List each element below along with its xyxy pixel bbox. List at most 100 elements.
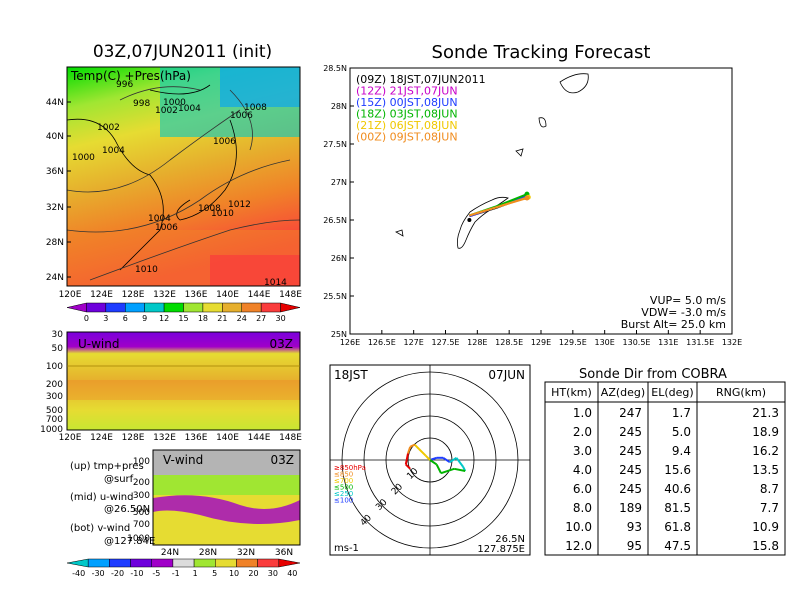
sonde-dir-cell: 245 (619, 425, 642, 439)
isobar-label: 996 (116, 80, 133, 90)
isobar-label-group: 996 998 1000 1002 1004 1002 1000 1004 10… (72, 80, 287, 288)
isobar-label: 1008 (198, 204, 221, 214)
tracking-legend-entry: (00Z) 09JST,08JUN (356, 131, 458, 144)
hodograph-legend-entry: ≤250 (334, 490, 353, 498)
wind-colorbar-label: 40 (287, 569, 297, 578)
tracking-lon-tick-label: 128E (467, 338, 487, 347)
isobar-label: 1004 (178, 104, 201, 114)
hodograph-segment (424, 454, 431, 461)
temp-colorbar-swatch (66, 302, 87, 313)
temp-colorbar-swatch (260, 302, 281, 313)
isobar-label: 1002 (97, 123, 120, 133)
tracking-lat-tick-group: 28.5N 28N 27.5N 27N 26.5N 26N 25.5N 25N (323, 64, 354, 339)
hot-region-southeast (210, 255, 300, 286)
hodograph-lat: 26.5N (495, 534, 525, 545)
wind-colorbar-label: -30 (92, 569, 105, 578)
sonde-dir-header: AZ(deg) (601, 386, 645, 399)
sonde-dir-cell: 15.6 (664, 463, 691, 477)
temp-lat-tick-label: 28N (46, 238, 64, 248)
sonde-dir-cell: 10.9 (752, 520, 779, 534)
sonde-dir-cell: 7.7 (760, 501, 779, 515)
u-wind-x-tick-label: 132E (153, 433, 176, 443)
isobars (66, 86, 301, 281)
amami-island-outline (395, 73, 589, 237)
hodograph-legend: ≥850hPa≤850≤700≤500≤250≤100 (334, 464, 366, 505)
u-wind-x-tick-label: 120E (59, 433, 82, 443)
sonde-dir-cell: 15.8 (752, 539, 779, 553)
u-wind-y-tick-label: 500 (46, 406, 63, 416)
isobar-label: 1008 (244, 103, 267, 113)
temp-lon-tick-label: 128E (122, 290, 145, 300)
isobar-label: 1006 (213, 137, 236, 147)
tracking-lat-tick-label: 27N (331, 178, 347, 187)
temp-lat-tick-label: 40N (46, 132, 64, 142)
note-up-line2: @surf (104, 474, 134, 485)
coastline-asia (66, 84, 237, 271)
sonde-dir-cell: 247 (619, 406, 642, 420)
u-wind-x-tick-group: 120E 124E 128E 132E 136E 140E 144E 148E (59, 433, 303, 443)
tracking-legend-entry: (12Z) 21JST,07JUN (356, 85, 458, 98)
v-wind-label: V-wind (163, 453, 203, 467)
temp-colorbar-label: 6 (123, 314, 128, 323)
sonde-dir-cell: 8.7 (760, 482, 779, 496)
wind-colorbar-swatch (66, 558, 89, 568)
temp-colorbar-label: 27 (256, 314, 266, 323)
tracking-lon-tick-label: 126E (340, 338, 360, 347)
sonde-dir-cell: 21.3 (752, 406, 779, 420)
launch-point (467, 218, 472, 222)
wind-colorbar-label: 10 (229, 569, 239, 578)
temp-lon-tick-group: 120E 124E 128E 132E 136E 140E 144E 148E (59, 290, 303, 300)
temp-colorbar-label: 30 (275, 314, 285, 323)
sonde-dir-cell: 3.0 (573, 444, 592, 458)
v-wind-x-tick-label: 32N (237, 548, 255, 558)
isobar-label: 998 (133, 99, 150, 109)
wind-colorbar-label: -5 (152, 569, 160, 578)
u-wind-x-tick-label: 124E (90, 433, 113, 443)
temp-colorbar-swatch (86, 302, 107, 313)
temp-colorbar-label: 18 (198, 314, 208, 323)
wind-colorbar-swatch (193, 558, 216, 568)
tracking-lat-tick-label: 28N (331, 102, 347, 111)
isobar-label: 1006 (230, 111, 253, 121)
v-wind-time: 03Z (271, 453, 295, 467)
v-wind-green-band (153, 475, 300, 495)
u-wind-label: U-wind (78, 337, 119, 351)
wind-colorbar-label: 5 (212, 569, 217, 578)
track-lines (467, 191, 531, 222)
temp-colorbar: 0 3 6 9 12 15 18 21 24 27 30 (66, 302, 301, 323)
hodograph-segment (455, 457, 464, 468)
wind-colorbar-swatch (130, 558, 152, 568)
hodograph-trace (404, 443, 467, 475)
sonde-dir-cell: 8.0 (573, 501, 592, 515)
param-vup: VUP= 5.0 m/s (650, 294, 726, 307)
tracking-legend-entry: (18Z) 03JST,08JUN (356, 108, 458, 121)
temp-lat-tick-label: 24N (46, 273, 64, 283)
sonde-dir-table: HT(km) AZ(deg) EL(deg) RNG(km) 1.0 247 1.7 21.3… (545, 382, 785, 555)
sonde-dir-cell: 245 (619, 444, 642, 458)
sonde-dir-header: HT(km) (551, 386, 592, 399)
isobar-label: 1012 (228, 200, 251, 210)
wind-colorbar-swatch (257, 558, 280, 568)
tracking-lon-tick-label: 131.5E (686, 338, 714, 347)
isobar-label: 1014 (264, 278, 287, 288)
wind-colorbar-label: 30 (268, 569, 278, 578)
tracking-lat-tick-label: 28.5N (323, 64, 347, 73)
v-wind-x-tick-label: 24N (161, 548, 179, 558)
tracking-lon-tick-label: 127.5E (432, 338, 460, 347)
sonde-dir-cell: 47.5 (664, 539, 691, 553)
param-vdw: VDW= -3.0 m/s (641, 306, 726, 319)
u-wind-x-tick-label: 144E (248, 433, 271, 443)
tracking-lon-tick-label: 131E (658, 338, 678, 347)
temp-colorbar-swatch (144, 302, 165, 313)
wind-colorbar-swatch (278, 558, 301, 568)
temp-colorbar-swatch (125, 302, 145, 313)
u-wind-y-tick-label: 100 (46, 362, 63, 372)
v-wind-y-tick-label: 1000 (127, 534, 150, 544)
tracking-lon-tick-group: 126E 126.5E 127E 127.5E 128E 128.5E 129E 129.5E… (340, 330, 742, 347)
u-wind-x-tick-label: 136E (185, 433, 208, 443)
sonde-dir-header: EL(deg) (651, 386, 693, 399)
isobar-label: 1006 (155, 223, 178, 233)
sonde-dir-cell: 245 (619, 482, 642, 496)
